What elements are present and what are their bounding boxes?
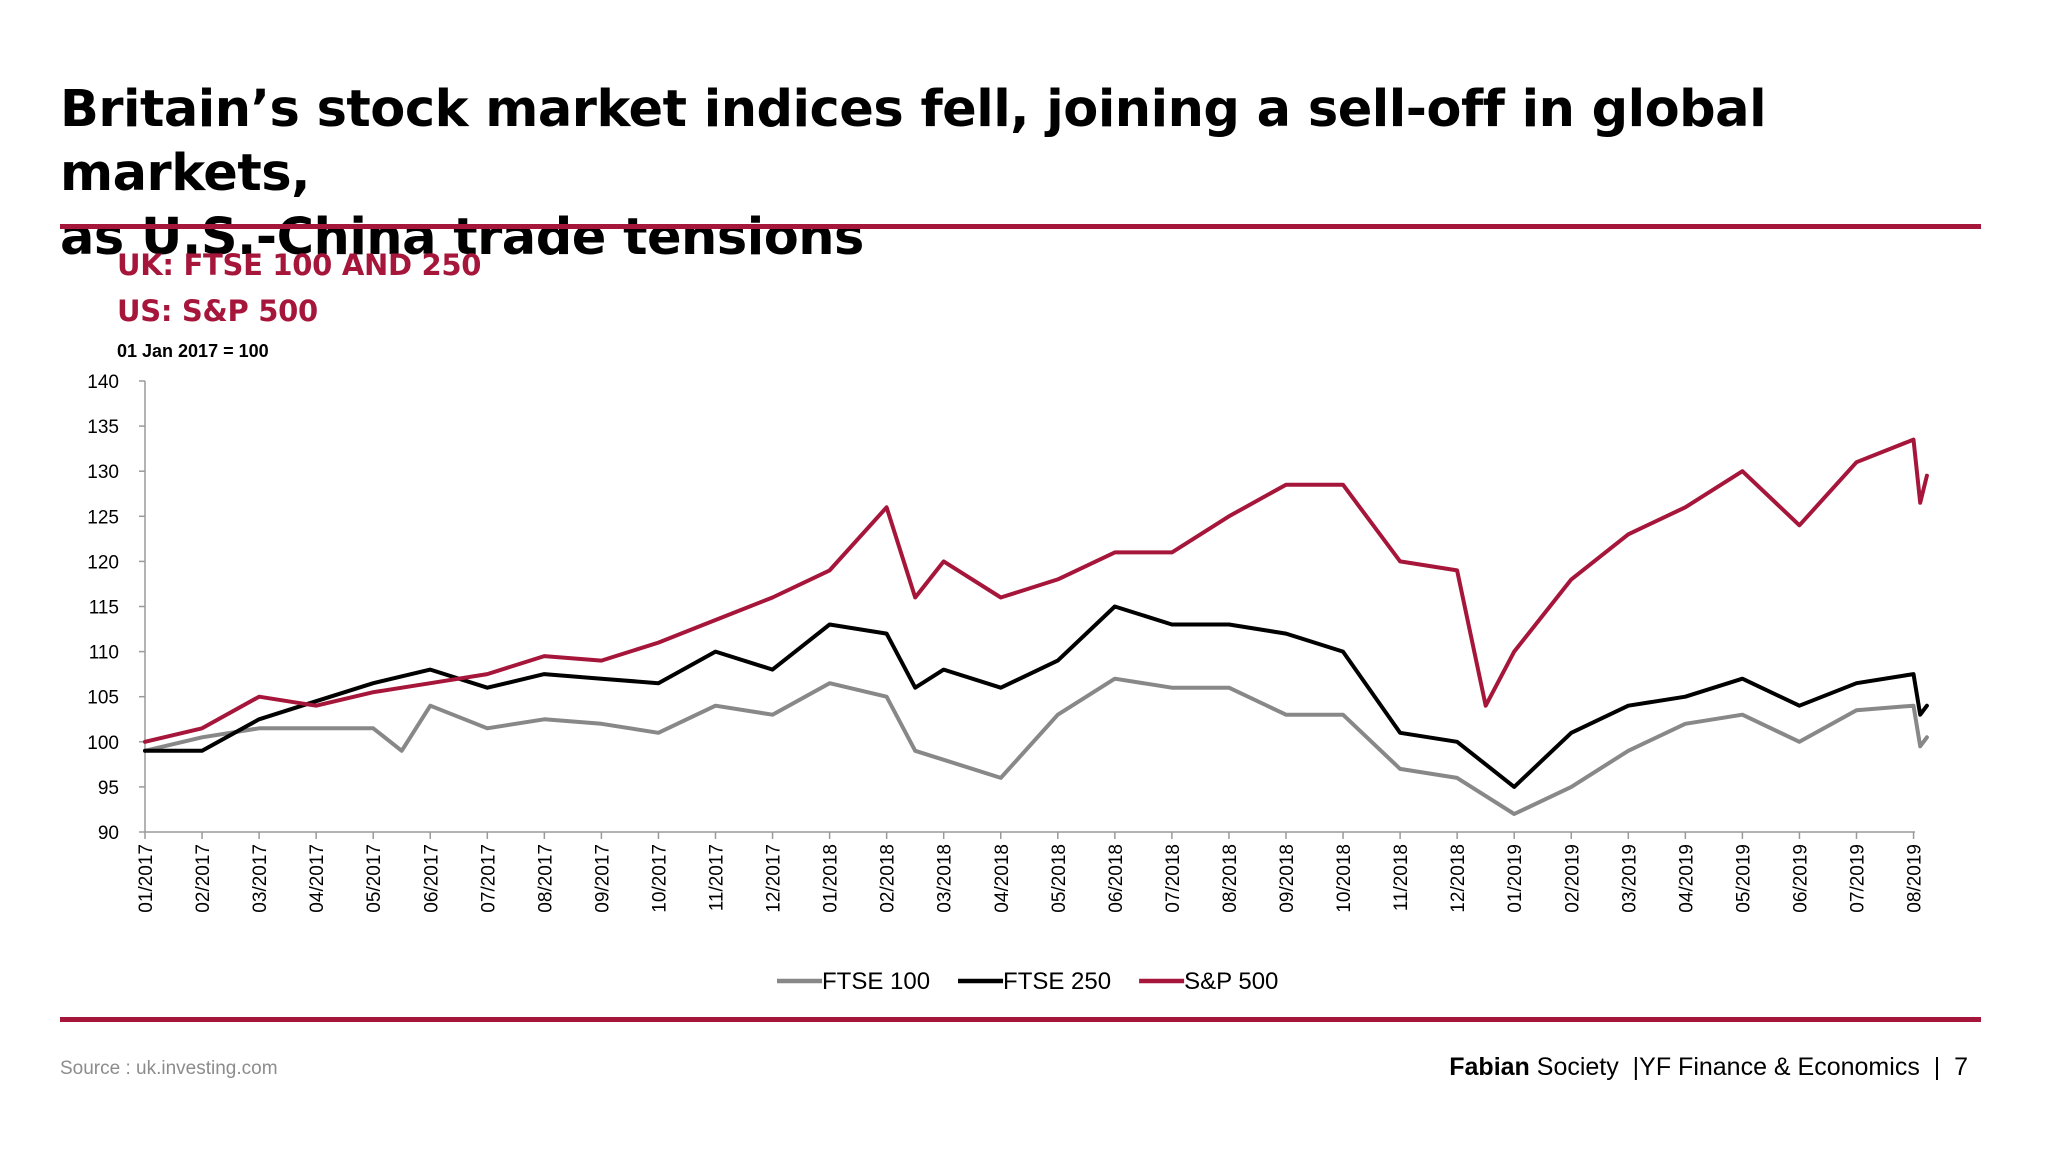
legend-label-ftse-250: FTSE 250	[1003, 968, 1111, 995]
chart-subtitle-us: US: S&P 500	[117, 294, 318, 328]
series-line-s-p-500	[143, 437, 1929, 744]
y-tick-label: 125	[87, 507, 119, 528]
footer: Fabian Society |YF Finance & Economics |…	[1449, 1053, 1968, 1082]
footer-org-rest: Society	[1529, 1053, 1619, 1081]
y-tick-label: 90	[98, 823, 119, 844]
x-tick-label: 07/2019	[1848, 844, 1869, 913]
footer-page-number: 7	[1954, 1053, 1968, 1081]
y-tick-label: 120	[87, 552, 119, 573]
footer-org-bold: Fabian	[1449, 1053, 1530, 1081]
x-tick-label: 12/2018	[1448, 844, 1469, 913]
x-tick-label: 03/2017	[250, 844, 271, 913]
x-tick-label: 09/2018	[1277, 844, 1298, 913]
legend-label-ftse-100: FTSE 100	[822, 968, 930, 995]
x-tick-label: 02/2019	[1562, 844, 1583, 913]
x-tick-label: 12/2017	[764, 844, 785, 913]
slide-title-line-2: as U.S.-China trade tensions	[60, 208, 864, 267]
y-tick-label: 95	[98, 778, 119, 799]
y-tick-label: 130	[87, 462, 119, 483]
legend-label-s-p-500: S&P 500	[1184, 968, 1278, 995]
y-tick-label: 105	[87, 688, 119, 709]
x-tick-label: 03/2019	[1619, 844, 1640, 913]
slide-title-line-1: Britain’s stock market indices fell, joi…	[60, 80, 1767, 203]
x-tick-label: 11/2017	[707, 844, 728, 911]
y-tick-label: 140	[87, 372, 119, 393]
x-tick-label: 09/2017	[592, 844, 613, 913]
x-tick-label: 07/2017	[478, 844, 499, 913]
line-chart: 90 95 100 105 110 115 120 125 130 135 140 01/2017 02…	[87, 372, 1929, 995]
index-basis-note: 01 Jan 2017 = 100	[117, 341, 269, 361]
x-tick-label: 01/2019	[1505, 844, 1526, 913]
x-tick-label: 08/2019	[1905, 844, 1926, 913]
x-tick-label: 05/2018	[1049, 844, 1070, 913]
series-line-ftse-250	[143, 604, 1929, 789]
y-tick-label: 110	[89, 643, 119, 664]
x-tick-label: 06/2017	[421, 844, 442, 913]
x-tick-label: 01/2018	[821, 844, 842, 913]
x-tick-label: 02/2017	[193, 844, 214, 913]
source-note: Source : uk.investing.com	[60, 1058, 278, 1079]
y-tick-label: 135	[87, 417, 119, 438]
bottom-divider	[60, 1017, 1981, 1022]
y-tick-label: 100	[87, 733, 119, 754]
slide-title: Britain’s stock market indices fell, joi…	[60, 78, 1960, 270]
series-line-ftse-100	[143, 676, 1929, 816]
x-tick-label: 10/2017	[649, 844, 670, 913]
x-tick-label: 08/2018	[1220, 844, 1241, 913]
y-tick-label: 115	[89, 598, 119, 619]
x-tick-label: 01/2017	[136, 844, 157, 913]
x-tick-label: 02/2018	[878, 844, 899, 913]
x-tick-label: 05/2017	[364, 844, 385, 913]
x-tick-label: 07/2018	[1163, 844, 1184, 913]
x-tick-label: 08/2017	[535, 844, 556, 913]
x-tick-label: 04/2018	[992, 844, 1013, 913]
x-tick-label: 03/2018	[935, 844, 956, 913]
x-tick-label: 04/2017	[307, 844, 328, 913]
footer-dept: |YF Finance & Economics |	[1618, 1053, 1955, 1081]
x-tick-label: 10/2018	[1334, 844, 1355, 913]
x-tick-label: 04/2019	[1676, 844, 1697, 913]
top-divider	[60, 224, 1981, 229]
x-tick-label: 11/2018	[1391, 844, 1412, 911]
x-tick-label: 05/2019	[1733, 844, 1754, 913]
chart-subtitle-uk: UK: FTSE 100 AND 250	[117, 248, 482, 282]
x-tick-label: 06/2019	[1790, 844, 1811, 913]
x-tick-label: 06/2018	[1106, 844, 1127, 913]
